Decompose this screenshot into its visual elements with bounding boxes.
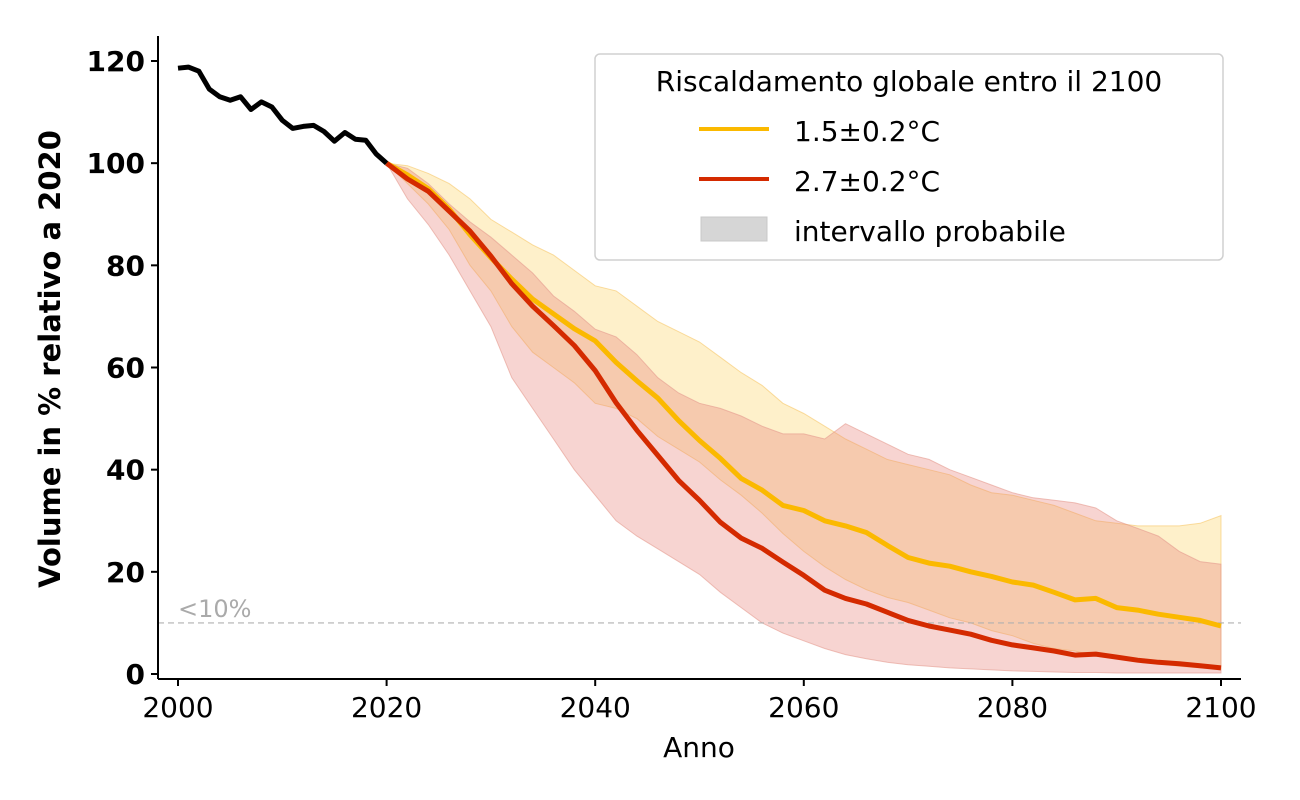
x-axis-title: Anno	[663, 731, 735, 764]
legend-label-1-5c: 1.5±0.2°C	[794, 115, 940, 148]
y-axis-title: Volume in % relativo a 2020	[33, 130, 67, 588]
x-tick-label: 2100	[1185, 691, 1256, 724]
legend-label-likely-range: intervallo probabile	[794, 215, 1066, 248]
y-tick-label: 120	[87, 45, 145, 78]
x-tick-label: 2040	[560, 691, 631, 724]
legend-swatch-likely-range	[700, 216, 768, 242]
x-ticks: 2000 2020 2040 2060 2080 2100	[142, 679, 1257, 724]
threshold-label: <10%	[178, 595, 251, 623]
likely-range-bands	[385, 162, 1222, 674]
legend-title: Riscaldamento globale entro il 2100	[656, 65, 1162, 98]
x-tick-label: 2080	[977, 691, 1048, 724]
threshold-reference: <10%	[158, 595, 1241, 624]
legend-frame	[594, 53, 1224, 261]
historical-line	[177, 64, 389, 166]
legend-label-2-7c: 2.7±0.2°C	[794, 165, 940, 198]
x-tick-label: 2000	[142, 691, 213, 724]
likely-range-band-2-7c	[385, 162, 1222, 674]
median-lines	[177, 64, 1222, 671]
x-tick-label: 2020	[351, 691, 422, 724]
y-tick-label: 40	[106, 454, 145, 487]
y-tick-label: 80	[106, 249, 145, 282]
y-tick-label: 100	[87, 147, 145, 180]
median-line-1-5c	[385, 161, 1222, 629]
x-tick-label: 2060	[768, 691, 839, 724]
median-line-2-7c	[385, 161, 1222, 671]
legend: Riscaldamento globale entro il 2100 1.5±…	[594, 53, 1224, 261]
y-ticks: 0 20 40 60 80 100 120	[87, 45, 158, 691]
y-tick-label: 60	[106, 352, 145, 385]
y-tick-label: 0	[126, 658, 145, 691]
y-tick-label: 20	[106, 556, 145, 589]
